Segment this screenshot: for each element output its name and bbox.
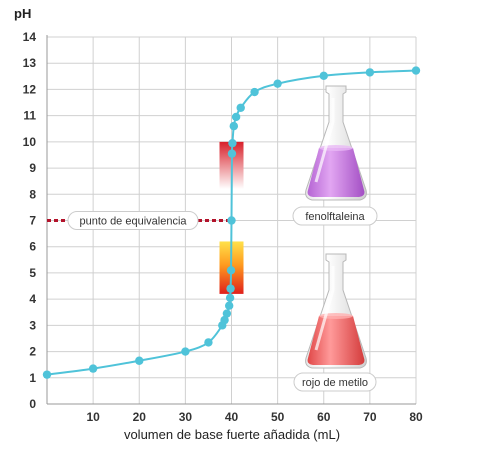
- data-point: [229, 121, 239, 131]
- data-point: [227, 216, 236, 225]
- equivalence-label-box: [67, 211, 199, 230]
- x-tick-label: 40: [225, 410, 239, 424]
- data-point: [228, 138, 237, 148]
- data-point: [42, 370, 52, 379]
- data-point: [225, 293, 235, 303]
- x-tick-label: 30: [179, 410, 193, 424]
- data-point: [226, 284, 235, 293]
- methyl-red-flask-icon: [305, 253, 367, 369]
- phenolphthalein-liquid: [307, 148, 365, 197]
- x-tick-label: 60: [317, 410, 331, 424]
- y-tick-label: 13: [23, 56, 37, 70]
- y-axis-label: pH: [14, 6, 31, 21]
- equivalence-label-text: punto de equivalencia: [79, 216, 187, 228]
- x-tick-label: 50: [271, 410, 285, 424]
- y-tick-label: 4: [29, 292, 36, 306]
- data-point: [222, 309, 232, 318]
- y-tick-label: 5: [29, 266, 36, 280]
- data-point: [365, 68, 375, 77]
- data-point: [411, 66, 421, 75]
- y-tick-label: 7: [29, 214, 36, 228]
- data-point: [273, 79, 282, 88]
- y-tick-label: 11: [23, 109, 36, 123]
- data-point: [204, 338, 213, 347]
- y-tick-label: 12: [23, 82, 37, 96]
- data-points: [42, 66, 421, 379]
- data-point: [319, 71, 328, 80]
- phenolphthalein-label: fenolftaleina: [292, 206, 378, 226]
- data-point: [224, 301, 234, 310]
- x-tick-label: 70: [363, 410, 377, 424]
- y-tick-label: 3: [29, 318, 36, 332]
- data-point: [231, 112, 241, 122]
- y-tick-label: 8: [29, 187, 36, 201]
- y-tick-label: 2: [29, 345, 36, 359]
- phenolphthalein-label-text: fenolftaleina: [305, 211, 365, 223]
- data-point: [135, 356, 144, 365]
- y-tick-label: 0: [29, 397, 36, 411]
- data-point: [227, 149, 237, 158]
- y-tick-label: 9: [29, 161, 36, 175]
- methyl-red-liquid: [307, 316, 365, 365]
- phenolphthalein-flask-icon: [305, 85, 367, 201]
- methyl-red-label: rojo de metilo: [293, 372, 377, 392]
- y-tick-label: 10: [23, 135, 37, 149]
- equivalence-annotation: punto de equivalencia: [47, 211, 232, 230]
- y-tick-label: 14: [23, 30, 37, 44]
- x-tick-label: 80: [409, 410, 423, 424]
- data-point: [181, 347, 190, 356]
- data-point: [226, 266, 236, 275]
- data-point: [250, 87, 259, 97]
- data-point: [220, 315, 229, 325]
- y-tick-label: 6: [29, 240, 36, 254]
- y-tick-label: 1: [29, 371, 36, 385]
- x-tick-label: 10: [86, 410, 100, 424]
- data-point: [88, 364, 98, 373]
- x-tick-label: 20: [133, 410, 147, 424]
- methyl-red-label-text: rojo de metilo: [302, 377, 368, 389]
- data-point: [236, 103, 245, 112]
- x-tick-labels: 10 20 30 40 50 60 70 80: [86, 410, 423, 424]
- x-axis-label: volumen de base fuerte añadida (mL): [124, 427, 340, 442]
